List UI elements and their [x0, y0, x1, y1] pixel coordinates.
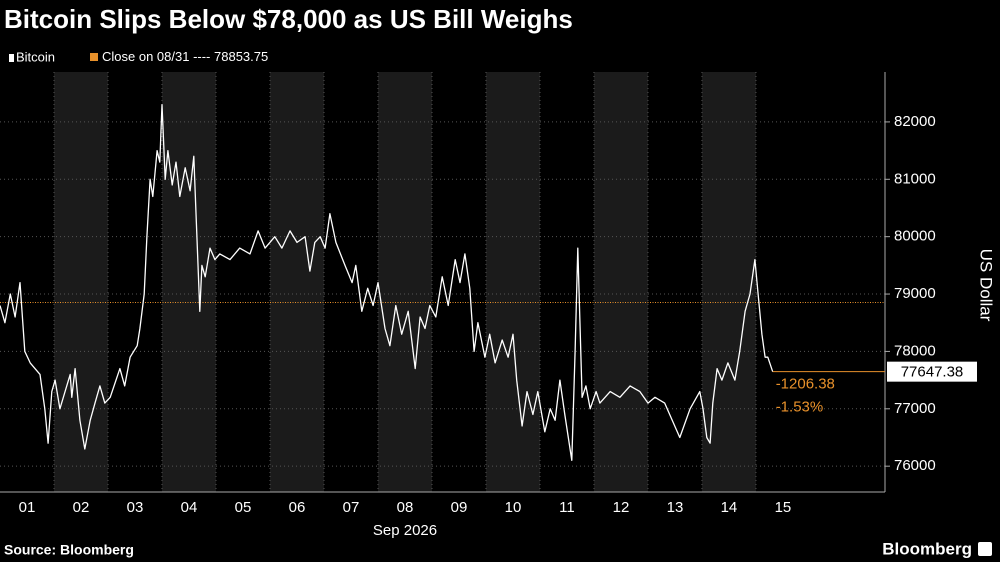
y-tick-label: 76000	[894, 457, 936, 474]
x-tick-label: 13	[667, 499, 684, 516]
x-tick-label: 03	[127, 499, 144, 516]
x-tick-label: 07	[343, 499, 360, 516]
day-band	[593, 72, 648, 492]
x-tick-label: 02	[73, 499, 90, 516]
x-tick-label: 10	[505, 499, 522, 516]
x-tick-label: 05	[235, 499, 252, 516]
source: Source: Bloomberg	[4, 542, 134, 558]
day-band	[269, 72, 324, 492]
x-tick-label: 06	[289, 499, 306, 516]
reference-label: Close on 08/31 ----	[102, 49, 210, 64]
y-tick-label: 80000	[894, 228, 936, 245]
x-axis-title: Sep 2026	[373, 522, 437, 539]
y-tick-label: 77000	[894, 400, 936, 417]
day-band	[485, 72, 540, 492]
x-tick-label: 14	[721, 499, 738, 516]
y-axis-title: US Dollar	[977, 249, 996, 322]
x-tick-label: 04	[181, 499, 198, 516]
day-band	[53, 72, 108, 492]
brand-icon	[978, 542, 992, 556]
y-tick-label: 81000	[894, 170, 936, 187]
day-band	[161, 72, 216, 492]
reference-value: 78853.75	[214, 49, 268, 64]
x-tick-label: 12	[613, 499, 630, 516]
series-line	[0, 104, 774, 462]
change-label: -1206.38	[776, 376, 835, 393]
legend-swatch	[9, 54, 14, 62]
chart-title: Bitcoin Slips Below $78,000 as US Bill W…	[4, 4, 573, 34]
last-value-box	[887, 361, 977, 382]
x-tick-label: 08	[397, 499, 414, 516]
x-tick-label: 15	[775, 499, 792, 516]
legend-swatch	[90, 53, 98, 61]
day-band	[701, 72, 756, 492]
last-value-label: 77647.38	[901, 364, 964, 381]
change-pct-label: -1.53%	[776, 399, 824, 416]
x-tick-label: 01	[19, 499, 36, 516]
day-band	[377, 72, 432, 492]
y-tick-label: 78000	[894, 342, 936, 359]
y-tick-label: 82000	[894, 113, 936, 130]
x-tick-label: 11	[559, 499, 575, 516]
x-tick-label: 09	[451, 499, 468, 516]
legend-reference: Close on 08/31 ---- 78853.75	[102, 49, 268, 64]
y-tick-label: 79000	[894, 285, 936, 302]
legend-label: Bitcoin	[16, 49, 55, 64]
brand: Bloomberg	[882, 539, 972, 558]
